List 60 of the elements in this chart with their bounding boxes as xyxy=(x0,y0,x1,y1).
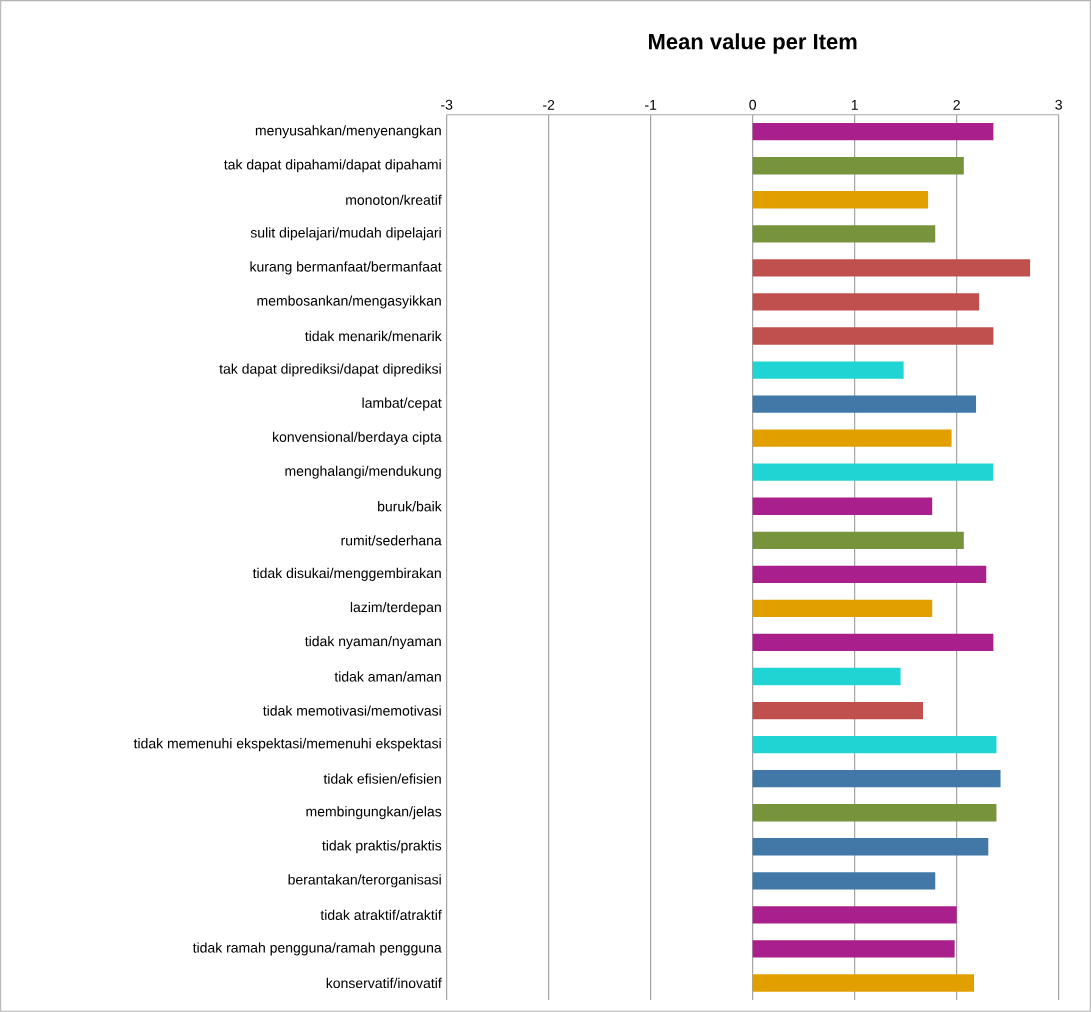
bar xyxy=(752,872,936,890)
y-tick-label: kurang bermanfaat/bermanfaat xyxy=(250,261,442,275)
bar xyxy=(752,599,933,618)
y-tick-label: tidak aman/aman xyxy=(334,671,441,682)
x-tick-label: -2 xyxy=(543,99,555,110)
y-tick-label: tidak efisien/efisien xyxy=(323,773,441,784)
x-tick-label: -3 xyxy=(441,99,453,110)
bar xyxy=(752,565,987,584)
y-tick-label: tidak memotivasi/memotivasi xyxy=(263,705,441,716)
bar xyxy=(752,531,964,549)
bar xyxy=(752,327,994,345)
y-tick-label: menghalangi/mendukung xyxy=(285,465,441,479)
y-tick-label: tidak atraktif/atraktif xyxy=(320,909,442,921)
bar xyxy=(752,191,929,209)
x-tick-label: 3 xyxy=(1055,99,1062,110)
bar xyxy=(752,259,1031,277)
bar xyxy=(752,667,901,686)
chart-title: Mean value per Item xyxy=(648,33,857,54)
bar xyxy=(752,395,977,413)
bar xyxy=(752,769,1001,788)
y-tick-label: buruk/baik xyxy=(378,501,442,512)
y-tick-label: lazim/terdepan xyxy=(350,601,441,615)
x-tick-label: -1 xyxy=(645,100,657,110)
bar xyxy=(752,940,955,958)
y-tick-label: tak dapat diprediksi/dapat diprediksi xyxy=(219,363,441,377)
y-tick-label: membosankan/mengasyikkan xyxy=(257,295,441,309)
x-tick-label: 0 xyxy=(749,99,757,110)
y-tick-label: tidak menarik/menarik xyxy=(305,330,442,342)
bar xyxy=(752,906,957,924)
y-tick-label: membingungkan/jelas xyxy=(306,806,442,820)
bar xyxy=(752,463,994,481)
bar xyxy=(752,974,975,992)
y-tick-label: tidak disukai/menggembirakan xyxy=(252,567,441,581)
y-tick-label: menyusahkan/menyenangkan xyxy=(255,125,441,139)
y-tick-label: monoton/kreatif xyxy=(346,194,442,205)
y-tick-label: konvensional/berdaya cipta xyxy=(273,431,442,445)
y-tick-label: sulit dipelajari/mudah dipelajari xyxy=(250,227,441,241)
y-tick-label: tidak praktis/praktis xyxy=(322,840,442,854)
y-tick-label: rumit/sederhana xyxy=(341,535,442,546)
x-tick-label: 1 xyxy=(851,100,858,110)
bar xyxy=(752,735,997,754)
y-tick-label: berantakan/terorganisasi xyxy=(288,874,441,888)
y-tick-label: konservatif/inovatif xyxy=(326,977,442,989)
bar xyxy=(752,429,952,447)
y-tick-label: tidak ramah pengguna/ramah pengguna xyxy=(192,942,442,956)
bar xyxy=(752,804,997,822)
bar xyxy=(752,225,936,243)
bar xyxy=(752,293,980,311)
bar xyxy=(752,701,924,720)
y-tick-label: tidak memenuhi ekspektasi/memenuhi ekspektasi xyxy=(133,738,441,752)
bar xyxy=(752,123,994,141)
x-tick-label: 2 xyxy=(953,99,960,110)
bar xyxy=(752,838,989,856)
bar xyxy=(752,157,964,175)
y-tick-label: tak dapat dipahami/dapat dipahami xyxy=(224,159,441,173)
bar xyxy=(752,361,904,379)
bar xyxy=(752,633,994,652)
y-tick-label: tidak nyaman/nyaman xyxy=(304,635,441,649)
bar xyxy=(752,497,933,515)
y-tick-label: lambat/cepat xyxy=(362,397,442,411)
